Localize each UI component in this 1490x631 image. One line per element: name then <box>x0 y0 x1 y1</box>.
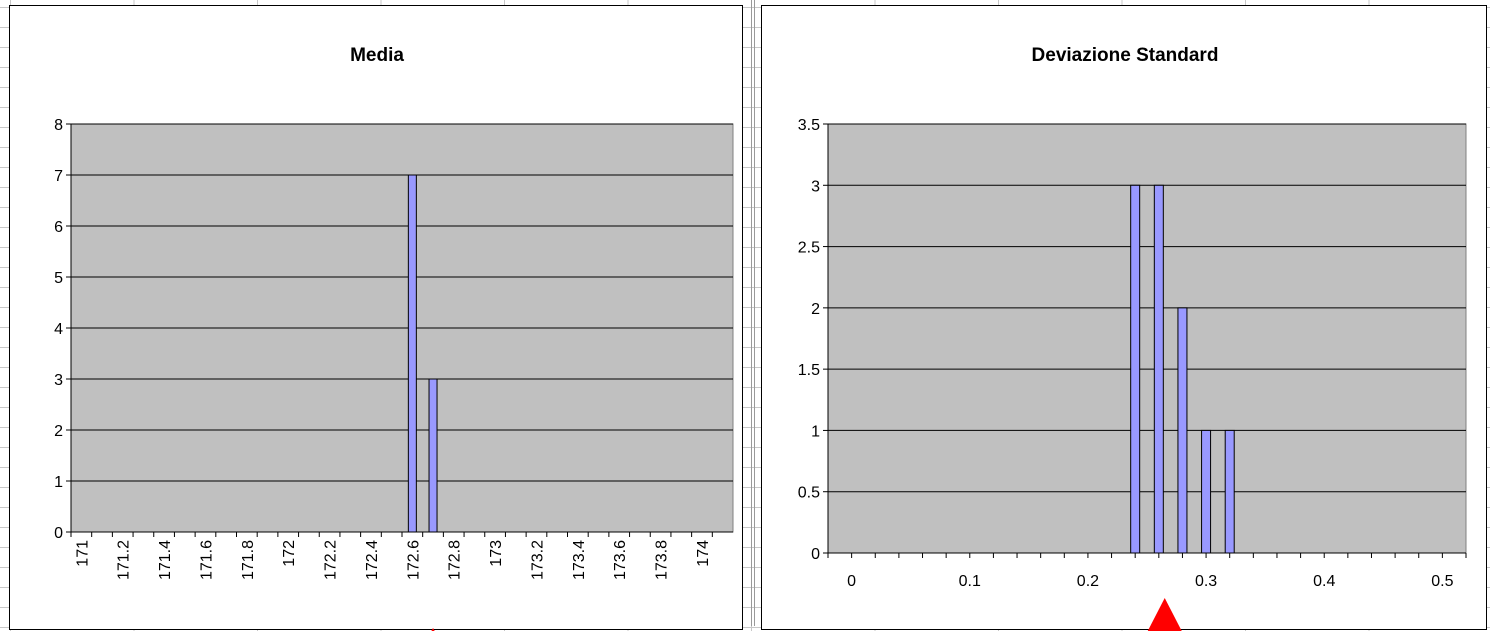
x-tick-label: 0 <box>847 573 856 590</box>
plot-area <box>827 123 1467 554</box>
x-tick-label: 173.8 <box>654 540 671 580</box>
x-tick-label: 171.6 <box>198 540 215 580</box>
x-tick-label: 172.8 <box>447 540 464 580</box>
y-tick-label: 0 <box>811 546 820 563</box>
y-tick-label: 7 <box>54 168 63 185</box>
y-tick-label: 1 <box>54 474 63 491</box>
bar <box>1177 307 1188 554</box>
bar <box>1130 184 1141 554</box>
marker-triangle <box>1147 598 1182 631</box>
x-tick-label: 172 <box>281 540 298 567</box>
y-tick-label: 3 <box>54 372 63 389</box>
y-tick-label: 6 <box>54 219 63 236</box>
bar <box>1201 429 1212 554</box>
x-tick-label: 173.6 <box>612 540 629 580</box>
y-tick-label: 8 <box>54 117 63 134</box>
deviazione-standard-chart[interactable]: Deviazione Standard 0 0.5 1 1.5 2 2.5 3 3.5 0 0.1… <box>761 5 1487 631</box>
y-tick-label: 1.5 <box>798 362 820 379</box>
x-tick-label: 173.2 <box>529 540 546 580</box>
y-tick-label: 5 <box>54 270 63 287</box>
bar <box>1224 429 1235 554</box>
x-tick-label: 172.2 <box>323 540 340 580</box>
bar <box>407 174 417 533</box>
y-tick-label: 3.5 <box>798 117 820 134</box>
y-tick-label: 2 <box>54 423 63 440</box>
deviazione-standard-chart-svg: Deviazione Standard 0 0.5 1 1.5 2 2.5 3 3.5 0 0.1… <box>798 45 1467 631</box>
x-tick-label: 171.8 <box>240 540 257 580</box>
bar <box>428 378 438 533</box>
y-tick-label: 2.5 <box>798 240 820 257</box>
x-tick-label: 174 <box>695 540 712 567</box>
sheet-column-separator <box>751 0 752 626</box>
x-tick-label: 172.6 <box>405 540 422 580</box>
media-chart-svg: Media 0 1 2 3 4 5 6 7 8 171 171.2 171.4 171.6 171.8 17… <box>54 45 734 631</box>
chart-title: Deviazione Standard <box>1032 45 1219 66</box>
x-tick-label: 173.4 <box>571 540 588 580</box>
x-tick-label: 173 <box>488 540 505 567</box>
y-tick-label: 0.5 <box>798 485 820 502</box>
y-tick-label: 3 <box>811 178 820 195</box>
chart-title: Media <box>350 45 404 66</box>
x-tick-label: 0.4 <box>1313 573 1335 590</box>
y-tick-label: 0 <box>54 525 63 542</box>
media-chart[interactable]: Media 0 1 2 3 4 5 6 7 8 171 171.2 171.4 171.6 171.8 17… <box>9 5 743 631</box>
x-tick-label: 0.1 <box>959 573 981 590</box>
x-tick-label: 0.2 <box>1077 573 1099 590</box>
bar <box>1153 184 1164 554</box>
y-tick-label: 4 <box>54 321 63 338</box>
sheet-column-separator <box>754 0 755 626</box>
x-tick-label: 0.3 <box>1195 573 1217 590</box>
x-tick-label: 171 <box>74 540 91 567</box>
y-tick-label: 1 <box>811 423 820 440</box>
x-tick-label: 0.5 <box>1431 573 1453 590</box>
y-tick-label: 2 <box>811 301 820 318</box>
x-tick-label: 171.4 <box>157 540 174 580</box>
x-tick-label: 171.2 <box>116 540 133 580</box>
x-tick-label: 172.4 <box>364 540 381 580</box>
